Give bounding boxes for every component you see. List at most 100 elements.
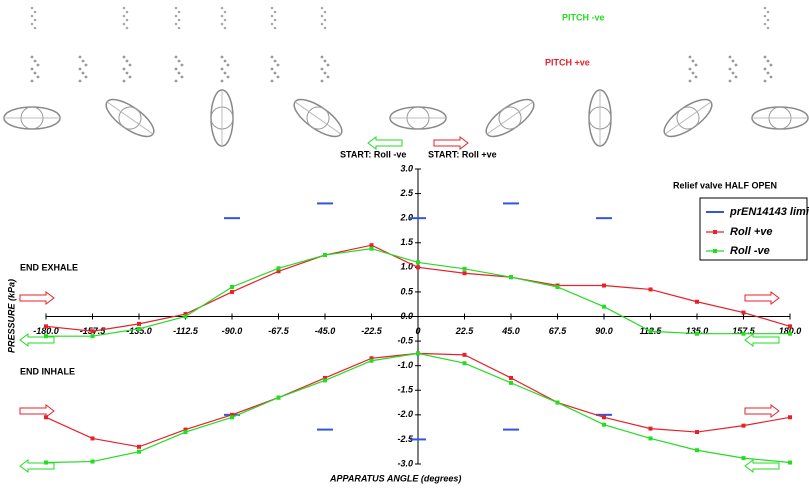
spray [78, 55, 82, 59]
spray [125, 59, 129, 63]
data-point [137, 321, 141, 326]
spray [122, 14, 126, 18]
spray [30, 67, 34, 71]
data-point [230, 289, 234, 294]
x-tick-label: 90.0 [595, 326, 613, 336]
spray [177, 26, 181, 30]
spray [763, 55, 767, 59]
data-point [555, 285, 560, 289]
spray [323, 10, 327, 14]
start-neg: START: Roll -ve [340, 149, 406, 159]
data-point [276, 395, 281, 400]
data-point [788, 460, 792, 465]
arrow [19, 404, 55, 418]
spray [323, 18, 327, 22]
data-point [788, 415, 792, 420]
spray [728, 79, 732, 83]
spray [220, 14, 224, 18]
spray [180, 75, 184, 79]
spray [36, 63, 40, 67]
spray [688, 79, 692, 83]
apparatus-icon [588, 89, 612, 147]
arrow [744, 404, 780, 418]
x-tick-label: -135.0 [126, 326, 152, 336]
x-tick-label: 157.5 [732, 326, 756, 336]
data-point [695, 448, 699, 453]
legend-label: Roll -ve [730, 245, 770, 257]
y-tick-label: -2.0 [397, 409, 413, 419]
data-point [44, 334, 48, 339]
data-point [44, 460, 48, 465]
spray [122, 6, 126, 10]
spray [691, 59, 695, 63]
spray [174, 67, 178, 71]
x-axis-label: APPARATUS ANGLE (degrees) [329, 473, 461, 483]
data-point [137, 326, 141, 331]
data-point [369, 243, 374, 248]
data-point [462, 266, 467, 271]
spray [276, 75, 280, 79]
y-tick-label: 1.5 [400, 237, 414, 247]
spray [177, 10, 181, 14]
start-pos: START: Roll +ve [428, 149, 497, 159]
spray [766, 71, 770, 75]
apparatus-icon [293, 98, 343, 138]
spray [728, 55, 732, 59]
data-point [369, 356, 374, 361]
spray [763, 14, 767, 18]
spray [270, 67, 274, 71]
spray [763, 6, 767, 10]
data-point [462, 361, 467, 366]
x-tick-label: -22.5 [361, 326, 383, 336]
apparatus-icons [3, 6, 809, 473]
spray [688, 55, 692, 59]
spray [270, 79, 274, 83]
data-point [648, 426, 653, 431]
data-point [137, 449, 141, 454]
x-tick-label: 0 [415, 326, 420, 336]
data-point [230, 415, 234, 420]
icon-line [664, 101, 712, 135]
data-point [230, 285, 234, 289]
spray [30, 22, 34, 26]
spray [33, 26, 37, 30]
data-point [369, 246, 374, 251]
spray [276, 63, 280, 67]
spray [174, 14, 178, 18]
x-tick-label: 180.0 [779, 326, 802, 336]
data-point [44, 324, 48, 329]
spray [323, 26, 327, 30]
data-point [602, 283, 606, 288]
data-point [509, 380, 513, 385]
spray [763, 67, 767, 71]
spray [177, 59, 181, 63]
apparatus-icon [3, 106, 61, 130]
spray [122, 22, 126, 26]
spray [320, 55, 324, 59]
spray [122, 67, 126, 71]
legend-label: prEN14143 limits [729, 206, 809, 218]
icon-line [106, 101, 154, 135]
data-point [462, 352, 467, 357]
y-tick-label: -1.0 [397, 360, 413, 370]
data-point [416, 351, 420, 356]
spray [766, 18, 770, 22]
spray [33, 18, 37, 22]
apparatus-icon [663, 98, 713, 138]
spray [122, 79, 126, 83]
data-point [183, 427, 188, 432]
spray [223, 18, 227, 22]
data-point [137, 444, 141, 449]
data-point [90, 334, 95, 339]
legend-box [699, 197, 808, 261]
spray [270, 22, 274, 26]
valve-note: Relief valve HALF OPEN [673, 180, 777, 190]
pitch-neg: PITCH -ve [562, 12, 605, 22]
data-point [788, 324, 792, 329]
spray [226, 63, 230, 67]
spray [731, 59, 735, 63]
spray [78, 67, 82, 71]
spray [36, 75, 40, 79]
spray [769, 75, 773, 79]
spray [84, 75, 88, 79]
